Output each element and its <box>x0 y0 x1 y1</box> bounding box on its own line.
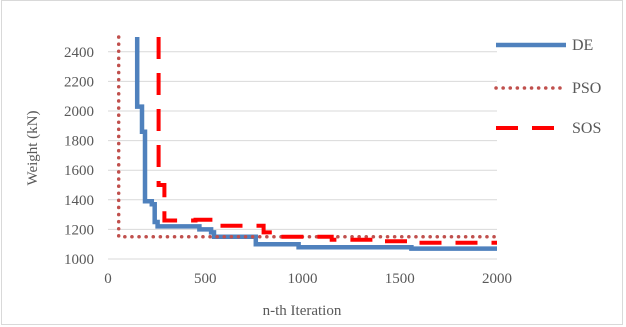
legend-label-pso: PSO <box>572 80 601 97</box>
y-axis-title: Weight (kN) <box>25 110 41 185</box>
y-tick-labels: 1000 1200 1400 1600 1800 2000 2200 2400 <box>64 45 94 268</box>
x-tick-label-4: 2000 <box>482 271 512 287</box>
x-axis-title: n-th Iteration <box>263 303 342 319</box>
x-tick-label-0: 0 <box>104 271 112 287</box>
x-tick-labels: 0 500 1000 1500 2000 <box>104 271 512 287</box>
gridlines <box>108 51 497 230</box>
y-tick-label-7: 2400 <box>64 45 94 61</box>
y-tick-label-6: 2200 <box>64 74 94 90</box>
y-tick-label-5: 2000 <box>64 104 94 120</box>
series-line-sos <box>156 37 497 245</box>
y-tick-label-0: 1000 <box>64 252 94 268</box>
legend: DE PSO SOS <box>494 37 601 137</box>
y-tick-label-4: 1800 <box>64 134 94 150</box>
series-line-pso <box>116 35 497 239</box>
y-tick-label-2: 1400 <box>64 193 94 209</box>
legend-label-sos: SOS <box>572 120 601 137</box>
y-tick-label-3: 1600 <box>64 163 94 179</box>
legend-label-de: DE <box>572 37 593 54</box>
x-tick-label-2: 1000 <box>288 271 318 287</box>
x-tick-label-1: 500 <box>194 271 217 287</box>
series-line-de <box>134 37 497 251</box>
series-lines <box>116 35 497 251</box>
y-tick-label-1: 1200 <box>64 222 94 238</box>
x-tick-label-3: 1500 <box>385 271 415 287</box>
